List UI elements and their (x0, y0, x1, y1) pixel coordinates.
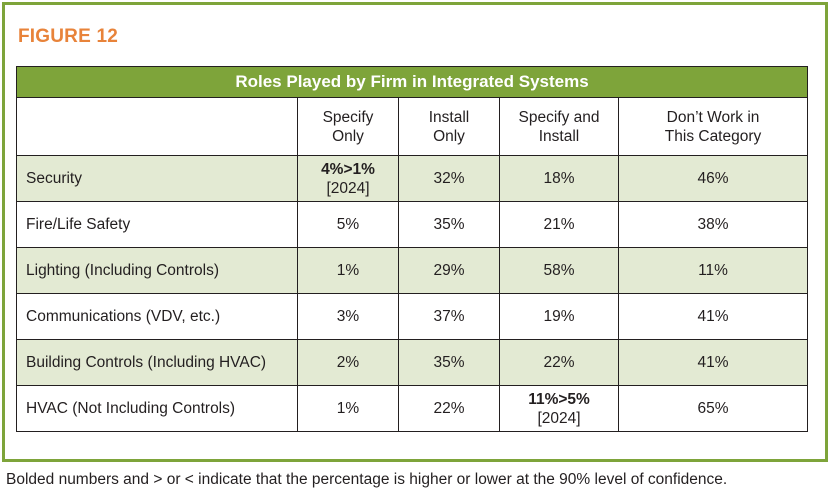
table-row: Security 4%>1% [2024] 32% 18% 46% (16, 155, 809, 202)
row-label: Building Controls (Including HVAC) (16, 339, 298, 386)
table-cell: 32% (398, 155, 500, 202)
column-header: Specify Only (297, 97, 399, 156)
table-cell: 29% (398, 247, 500, 294)
footnote-caption: Bolded numbers and > or < indicate that … (6, 471, 728, 488)
table-row: Communications (VDV, etc.) 3% 37% 19% 41… (16, 293, 809, 340)
table-cell: 22% (499, 339, 619, 386)
table-cell: 58% (499, 247, 619, 294)
roles-table: Roles Played by Firm in Integrated Syste… (15, 66, 809, 432)
table-cell: 18% (499, 155, 619, 202)
table-cell: 1% (297, 385, 399, 432)
column-header-line: Only (332, 127, 364, 145)
table-row: Fire/Life Safety 5% 35% 21% 38% (16, 201, 809, 248)
table-cell: 41% (617, 293, 809, 340)
column-header: Don’t Work in This Category (617, 97, 809, 156)
table-cell: 41% (617, 339, 809, 386)
column-header-line: Install (538, 127, 580, 145)
table-row: Building Controls (Including HVAC) 2% 35… (16, 339, 809, 386)
column-header-line: This Category (664, 127, 762, 145)
row-label: Fire/Life Safety (16, 201, 298, 248)
table-cell: 37% (398, 293, 500, 340)
column-header-line: Only (433, 127, 465, 145)
table-cell: 3% (297, 293, 399, 340)
table-cell: 35% (398, 201, 500, 248)
table-cell: 35% (398, 339, 500, 386)
column-header-line: Specify (322, 108, 374, 126)
row-label: HVAC (Not Including Controls) (16, 385, 298, 432)
table-cell: 5% (297, 201, 399, 248)
header-row: Specify Only Install Only Specify and Insta… (16, 97, 809, 156)
row-label: Security (16, 155, 298, 202)
table-row: HVAC (Not Including Controls) 1% 22% 11%… (16, 385, 809, 432)
column-header: Install Only (398, 97, 500, 156)
significant-value: 11%>5% (528, 390, 590, 408)
header-empty-cell (16, 97, 298, 156)
year-note: [2024] (537, 409, 581, 427)
significant-value: 4%>1% (321, 160, 375, 178)
column-header-line: Don’t Work in (666, 108, 760, 126)
table-row: Lighting (Including Controls) 1% 29% 58%… (16, 247, 809, 294)
table-cell: 4%>1% [2024] (297, 155, 399, 202)
column-header-line: Specify and (518, 108, 600, 126)
column-header: Specify and Install (499, 97, 619, 156)
table-cell: 11% (617, 247, 809, 294)
table-cell: 38% (617, 201, 809, 248)
table-title: Roles Played by Firm in Integrated Syste… (15, 66, 809, 98)
table-cell: 11%>5% [2024] (499, 385, 619, 432)
table-cell: 46% (617, 155, 809, 202)
table-cell: 21% (499, 201, 619, 248)
table-title-row: Roles Played by Firm in Integrated Syste… (15, 66, 809, 98)
row-label: Lighting (Including Controls) (16, 247, 298, 294)
row-label: Communications (VDV, etc.) (16, 293, 298, 340)
table-cell: 22% (398, 385, 500, 432)
figure-label: FIGURE 12 (18, 26, 118, 47)
table-cell: 65% (617, 385, 809, 432)
column-header-line: Install (428, 108, 470, 126)
table-cell: 2% (297, 339, 399, 386)
table-cell: 1% (297, 247, 399, 294)
year-note: [2024] (326, 179, 370, 197)
table-cell: 19% (499, 293, 619, 340)
